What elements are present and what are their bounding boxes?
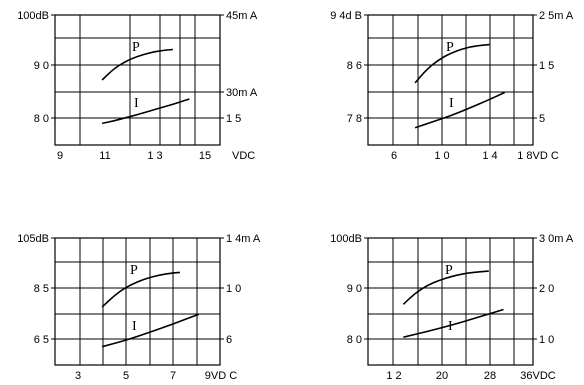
y-tick-label: 8 0 [347,334,362,346]
y2-tick-label: 1 5 [539,60,554,72]
x-tick-label: 15 [199,150,211,162]
y-tick-label: 100dB [17,10,49,22]
series-line-i [101,98,190,125]
y2-tick-label: 2 5m A [539,10,574,22]
series-label-i: I [448,319,453,334]
x-tick-label: 1 8VD C [517,150,559,162]
y2-tick-label: 30m A [226,87,258,99]
y-tick-label: 7 8 [347,113,362,125]
series-line-p [414,43,490,84]
y2-tick-label: 45m A [226,10,258,22]
y-tick-label: 6 5 [34,334,49,346]
series-line-i [414,91,506,129]
series-line-p [101,48,173,81]
plot-frame [54,237,221,366]
x-unit-label: VDC [232,150,255,162]
x-tick-label: 28 [484,370,496,382]
y-tick-label: 8 0 [34,113,49,125]
y2-tick-label: 5 [539,113,545,125]
series-label-p: P [132,40,140,55]
y-tick-label: 8 6 [347,60,362,72]
x-tick-label: 36VDC [520,370,556,382]
y2-tick-label: 3 0m A [539,233,574,245]
x-tick-label: 5 [123,370,129,382]
x-tick-label: 3 [75,370,81,382]
x-tick-label: 1 4 [482,150,497,162]
series-label-i: I [132,319,137,334]
x-tick-label: 9VD C [205,370,237,382]
y-tick-label: 105dB [17,233,49,245]
series-label-i: I [134,96,139,111]
plot-frame [54,14,221,146]
chart-panel-4: 100dB 9 0 8 0 3 0m A 2 0 1 0 1 2 20 28 36VDC P I [330,233,574,382]
x-tick-label: 1 0 [434,150,449,162]
plot-frame [367,14,534,146]
y2-tick-label: 1 0 [539,334,554,346]
chart-panel-2: 9 4d B 8 6 7 8 2 5m A 1 5 5 6 1 0 1 4 1 8VD C P I [330,10,574,162]
y2-tick-label: 1 4m A [226,233,261,245]
y2-tick-label: 6 [226,334,232,346]
series-label-p: P [445,263,453,278]
x-tick-label: 7 [170,370,176,382]
y-tick-label: 8 5 [34,283,49,295]
y2-tick-label: 1 0 [226,283,241,295]
series-label-p: P [446,40,454,55]
series-line-p [101,271,180,308]
x-tick-label: 20 [436,370,448,382]
series-label-p: P [130,263,138,278]
y2-tick-label: 2 0 [539,283,554,295]
x-tick-label: 6 [391,150,397,162]
y-tick-label: 9 0 [347,283,362,295]
plot-frame [367,237,534,366]
y2-tick-label: 1 5 [226,113,241,125]
chart-panel-3: 105dB 8 5 6 5 1 4m A 1 0 6 3 5 7 9VD C P I [17,233,261,382]
x-tick-label: 11 [99,150,110,162]
y-tick-label: 9 4d B [330,10,362,22]
series-line-p [402,270,489,305]
x-tick-label: 9 [57,150,63,162]
x-tick-label: 1 3 [147,150,162,162]
series-line-i [101,313,200,348]
chart-panel-1: 100dB 9 0 8 0 45m A 30m A 1 5 9 11 1 3 15 VDC P I [17,10,258,162]
series-label-i: I [449,96,454,111]
y-tick-label: 9 0 [34,60,49,72]
x-tick-label: 1 2 [386,370,401,382]
series-line-i [403,308,504,338]
y-tick-label: 100dB [330,233,362,245]
